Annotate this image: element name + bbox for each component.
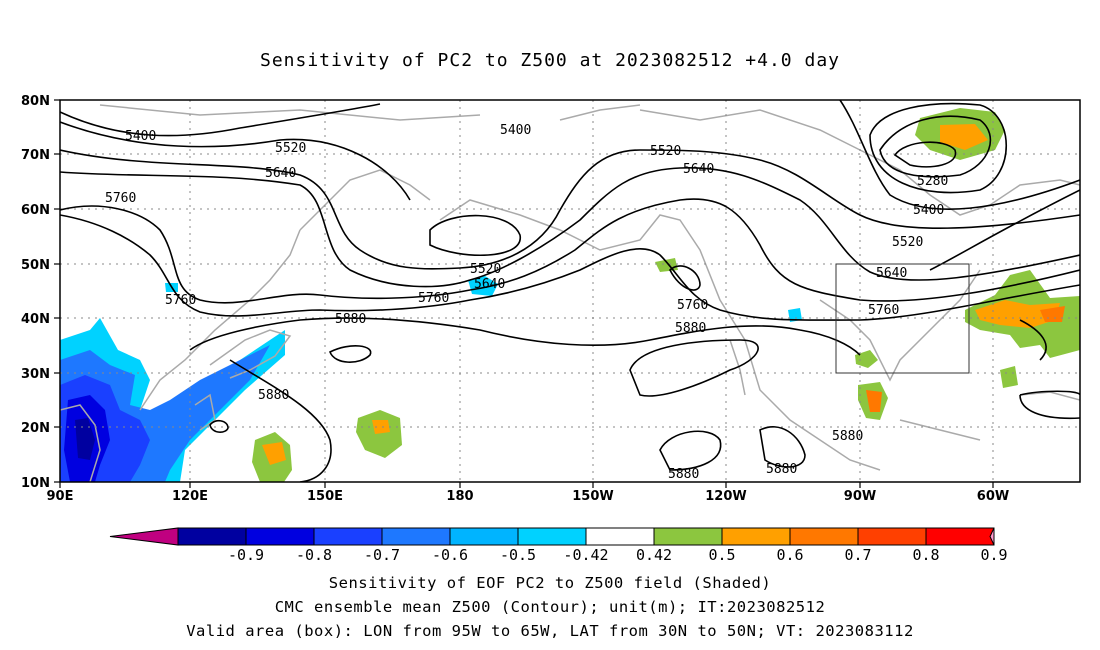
contour-label: 5880: [675, 321, 706, 336]
colorbar-label: -0.5: [500, 546, 536, 564]
lat-label: 30N: [21, 367, 50, 382]
coastlines: [60, 104, 1080, 482]
colorbar-swatch: [857, 527, 927, 546]
contour-label: 5640: [474, 277, 505, 292]
lat-label: 40N: [21, 312, 50, 327]
positive-sensitivity-shading: [252, 108, 1080, 482]
lat-label: 70N: [21, 148, 50, 163]
caption-line-3: Valid area (box): LON from 95W to 65W, L…: [186, 622, 914, 640]
lon-label: 120E: [172, 489, 208, 504]
contour-label: 5880: [832, 429, 863, 444]
negative-sensitivity-shading: [60, 276, 802, 482]
colorbar-label: -0.6: [432, 546, 468, 564]
lon-label: 150W: [572, 489, 613, 504]
contour-label: 5760: [165, 293, 196, 308]
caption-line-1: Sensitivity of EOF PC2 to Z500 field (Sh…: [328, 574, 772, 592]
colorbar-label: 0.5: [708, 546, 735, 564]
lon-label: 150E: [307, 489, 343, 504]
colorbar-label: -0.9: [228, 546, 264, 564]
lon-label: 90W: [844, 489, 876, 504]
contour-label: 5520: [892, 235, 923, 250]
valid-area-box: [835, 263, 970, 374]
contour-label: 5880: [335, 312, 366, 327]
colorbar-label: 0.6: [776, 546, 803, 564]
colorbar-swatch: [177, 527, 247, 546]
lon-label: 180: [446, 489, 473, 504]
caption-line-2: CMC ensemble mean Z500 (Contour); unit(m…: [274, 598, 826, 616]
contour-label: 5520: [470, 262, 501, 277]
lon-label: 90E: [47, 489, 74, 504]
map-title: Sensitivity of PC2 to Z500 at 2023082512…: [259, 50, 840, 71]
map-frame: [59, 99, 1081, 483]
colorbar-label: 0.7: [844, 546, 871, 564]
lon-label: 60W: [977, 489, 1009, 504]
colorbar-label: -0.7: [364, 546, 400, 564]
contour-label: 5760: [418, 291, 449, 306]
colorbar-swatch: [381, 527, 451, 546]
colorbar-swatch: [721, 527, 791, 546]
contour-label: 5280: [917, 174, 948, 189]
contour-label: 5760: [868, 303, 899, 318]
lat-label: 80N: [21, 94, 50, 109]
lon-label: 120W: [705, 489, 746, 504]
contour-label: 5640: [876, 266, 907, 281]
contour-label: 5880: [258, 388, 289, 403]
colorbar-label: -0.8: [296, 546, 332, 564]
contour-label: 5640: [265, 166, 296, 181]
lat-label: 10N: [21, 476, 50, 491]
colorbar-label: 0.9: [980, 546, 1007, 564]
axis-ticks: [54, 99, 994, 488]
contour-label: 5520: [650, 144, 681, 159]
contour-label: 5880: [766, 462, 797, 477]
colorbar-label: 0.42: [636, 546, 672, 564]
map-area: [60, 100, 1080, 482]
contour-label: 5400: [913, 203, 944, 218]
contour-label: 5400: [125, 129, 156, 144]
colorbar-swatch: [517, 527, 587, 546]
contour-label: 5760: [105, 191, 136, 206]
lat-label: 20N: [21, 421, 50, 436]
contour-label: 5760: [677, 298, 708, 313]
z500-contours: [60, 100, 1080, 482]
contour-labels: 5400 5520 5640 5760 5400 5520 5640 5520 …: [105, 123, 948, 482]
contour-label: 5400: [500, 123, 531, 138]
colorbar-swatch: [245, 527, 315, 546]
lat-label: 60N: [21, 203, 50, 218]
lat-label: 50N: [21, 258, 50, 273]
colorbar-high-arrow: [989, 527, 995, 546]
lat-lon-grid: [60, 100, 1080, 482]
colorbar-swatch: [585, 527, 655, 546]
colorbar: -0.9 -0.8 -0.7 -0.6 -0.5 -0.42 0.42 0.5 0.6 0.7 0.…: [109, 527, 1008, 564]
colorbar-swatch: [313, 527, 383, 546]
longitude-labels: 90E 120E 150E 180 150W 120W 90W 60W: [47, 489, 1010, 504]
colorbar-swatch: [449, 527, 519, 546]
contour-label: 5880: [668, 467, 699, 482]
colorbar-swatch: [653, 527, 723, 546]
colorbar-swatch: [925, 527, 995, 546]
colorbar-label: -0.42: [563, 546, 608, 564]
contour-label: 5640: [683, 162, 714, 177]
contour-label: 5520: [275, 141, 306, 156]
latitude-labels: 80N 70N 60N 50N 40N 30N 20N 10N: [21, 94, 50, 491]
colorbar-label: 0.8: [912, 546, 939, 564]
colorbar-swatch: [789, 527, 859, 546]
colorbar-low-arrow: [109, 527, 179, 546]
